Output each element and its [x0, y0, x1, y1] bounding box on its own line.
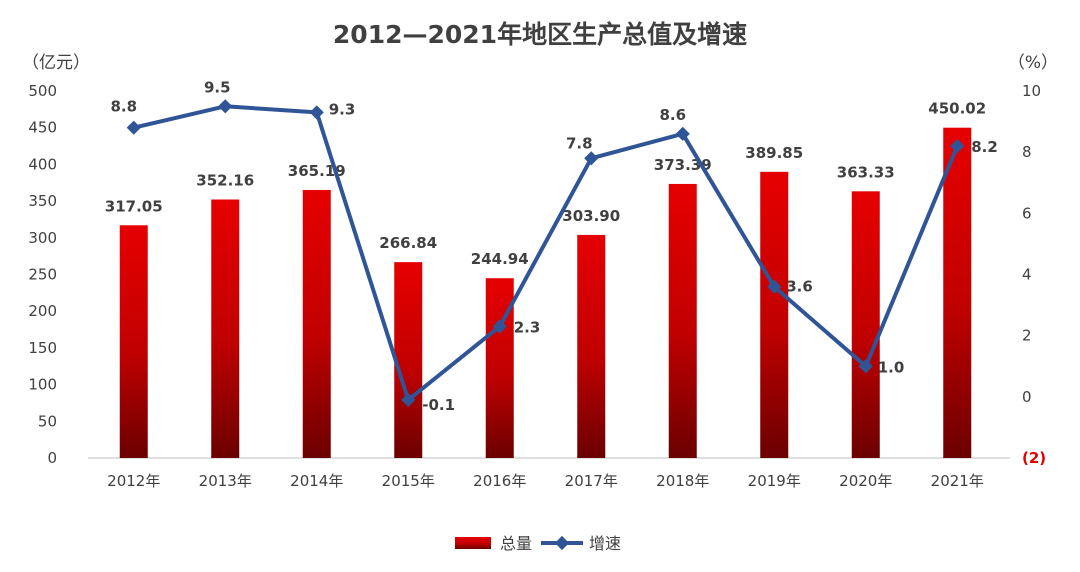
right-tick-label: 0: [1022, 388, 1032, 406]
growth-marker: [126, 120, 141, 135]
bar: [302, 189, 331, 458]
bar-series: [119, 127, 972, 459]
left-tick-label: 200: [28, 302, 57, 320]
right-tick-label: 8: [1022, 143, 1032, 161]
growth-marker: [584, 151, 599, 166]
growth-marker: [950, 138, 965, 154]
bar-value-label: 352.16: [196, 172, 254, 190]
right-axis-unit: （%）: [1008, 53, 1058, 73]
growth-marker: [309, 105, 324, 120]
bar-value-label: 450.02: [928, 100, 986, 118]
right-axis-ticks: (2) 0 2 4 6 8 10: [1022, 82, 1046, 467]
bar-value-label: 303.90: [562, 207, 620, 225]
bar: [760, 171, 789, 458]
growth-marker: [401, 392, 416, 407]
x-tick-label: 2019年: [748, 472, 801, 490]
right-tick-label: 6: [1022, 204, 1032, 222]
legend-swatch-growth-marker: [554, 535, 570, 551]
bar: [943, 127, 972, 459]
bar: [668, 183, 697, 458]
right-tick-label: 4: [1022, 266, 1032, 284]
bar: [851, 191, 880, 458]
x-tick-label: 2015年: [382, 472, 435, 490]
x-tick-label: 2014年: [290, 472, 343, 490]
bar-value-label: 317.05: [105, 197, 163, 215]
left-tick-label: 0: [47, 449, 57, 467]
growth-value-label: -0.1: [422, 396, 455, 414]
bar: [211, 199, 240, 458]
growth-value-label: 8.8: [110, 98, 137, 116]
growth-value-label: 8.2: [971, 138, 998, 156]
x-tick-label: 2012年: [107, 472, 160, 490]
bar-value-label: 363.33: [837, 163, 895, 181]
bar: [119, 225, 148, 458]
growth-value-label: 8.6: [659, 106, 686, 124]
legend-label-total: 总量: [500, 534, 532, 553]
growth-value-label: 1.0: [878, 358, 905, 376]
left-tick-label: 150: [28, 339, 57, 357]
left-tick-label: 350: [28, 192, 57, 210]
x-axis-labels: 2012年 2013年 2014年 2015年 2016年 2017年 2018年 2019年…: [107, 472, 984, 490]
bar-value-label: 389.85: [745, 144, 803, 162]
bar-value-label: 244.94: [471, 250, 529, 268]
x-tick-label: 2021年: [931, 472, 984, 490]
legend-swatch-total: [455, 537, 491, 549]
growth-marker: [218, 99, 233, 114]
left-tick-label: 500: [28, 82, 57, 100]
legend-label-growth: 增速: [589, 534, 621, 553]
growth-value-label: 9.5: [204, 78, 231, 96]
bar-value-label: 365.19: [288, 162, 346, 180]
left-tick-label: 400: [28, 155, 57, 173]
x-tick-label: 2017年: [565, 472, 618, 490]
left-tick-label: 50: [38, 412, 57, 430]
growth-value-label: 3.6: [786, 278, 813, 296]
line-data-labels: 8.8 9.5 9.3 -0.1 2.3 7.8 8.6 3.6 1.0 8.2: [110, 78, 997, 414]
growth-value-label: 2.3: [514, 318, 541, 336]
growth-value-label: 7.8: [566, 134, 593, 152]
left-tick-label: 450: [28, 119, 57, 137]
left-tick-label: 250: [28, 266, 57, 284]
growth-marker: [858, 359, 873, 374]
growth-marker: [675, 126, 690, 141]
growth-marker: [767, 279, 782, 294]
growth-marker: [492, 319, 507, 334]
chart-title: 2012—2021年地区生产总值及增速: [333, 20, 747, 49]
right-tick-label: 2: [1022, 327, 1032, 345]
right-tick-label: 10: [1022, 82, 1041, 100]
x-tick-label: 2013年: [199, 472, 252, 490]
bar-value-label: 266.84: [379, 234, 437, 252]
x-tick-label: 2020年: [839, 472, 892, 490]
growth-line: [133, 104, 960, 402]
x-tick-label: 2018年: [656, 472, 709, 490]
bar-data-labels: 317.05352.16365.19266.84244.94303.90373.…: [105, 100, 986, 269]
left-axis-ticks: 0 50 100 150 200 250 300 350 400 450 500: [28, 82, 57, 467]
left-tick-label: 100: [28, 376, 57, 394]
line-series: [126, 99, 965, 407]
legend: 总量 增速: [455, 534, 621, 553]
bar: [577, 234, 606, 458]
left-tick-label: 300: [28, 229, 57, 247]
bar: [394, 262, 423, 458]
left-axis-unit: （亿元）: [22, 53, 90, 73]
growth-value-label: 9.3: [329, 100, 356, 118]
right-tick-label: (2): [1022, 449, 1046, 467]
x-tick-label: 2016年: [473, 472, 526, 490]
